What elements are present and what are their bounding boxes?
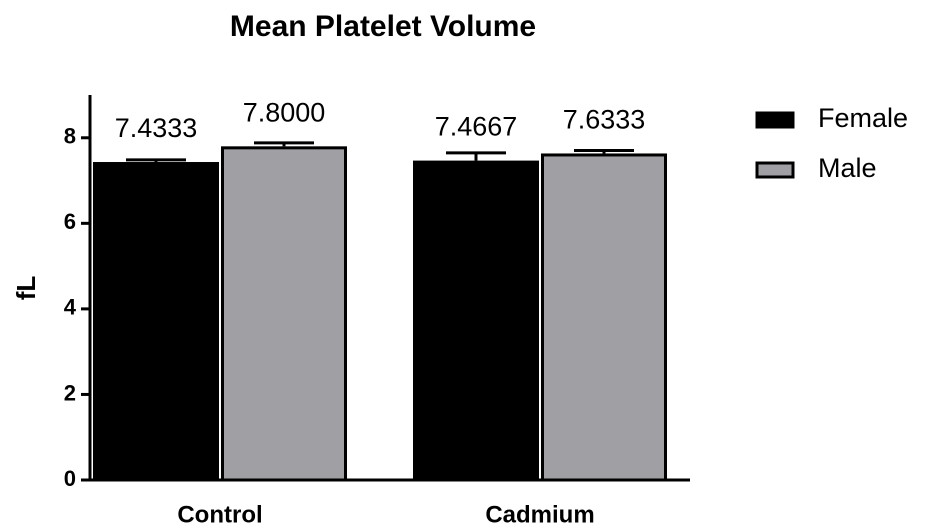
- legend-label: Male: [818, 153, 877, 183]
- x-tick-label: Cadmium: [485, 501, 594, 528]
- y-tick-label: 0: [64, 466, 76, 491]
- legend-swatch: [755, 111, 795, 129]
- value-label: 7.8000: [243, 97, 326, 127]
- chart-title: Mean Platelet Volume: [230, 10, 536, 43]
- y-axis-label: fL: [11, 276, 41, 301]
- legend-label: Female: [818, 103, 908, 133]
- y-tick-label: 6: [64, 209, 76, 234]
- y-tick-label: 2: [64, 380, 76, 405]
- bar: [93, 162, 219, 482]
- value-label: 7.4333: [115, 113, 198, 143]
- x-tick-label: Control: [177, 501, 262, 528]
- bar: [221, 146, 347, 482]
- value-label: 7.6333: [563, 105, 646, 135]
- y-tick-label: 8: [64, 124, 76, 149]
- bar: [413, 160, 539, 482]
- legend-swatch: [755, 161, 795, 179]
- bar: [541, 153, 667, 482]
- value-label: 7.4667: [435, 112, 518, 142]
- y-tick-label: 4: [64, 295, 77, 320]
